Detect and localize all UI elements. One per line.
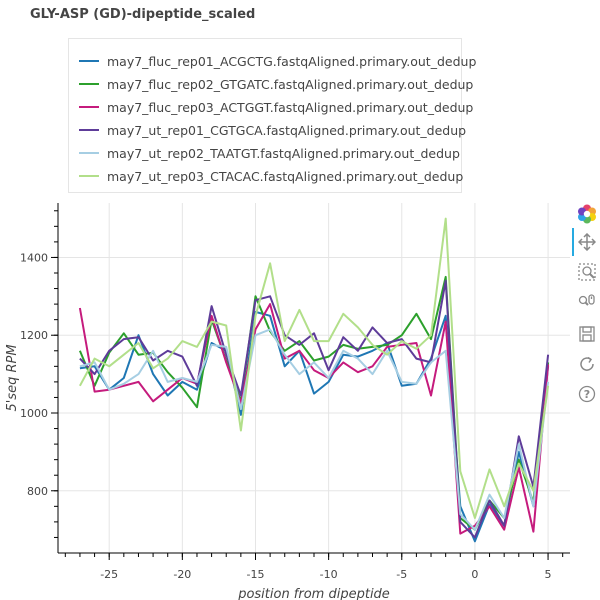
save-icon[interactable] xyxy=(577,324,597,344)
box-zoom-icon[interactable] xyxy=(577,262,597,282)
legend-swatch xyxy=(79,129,99,131)
wheel-zoom-icon[interactable] xyxy=(577,292,597,312)
legend-item[interactable]: may7_ut_rep03_CTACAC.fastqAligned.primar… xyxy=(79,166,463,186)
legend-label: may7_ut_rep02_TAATGT.fastqAligned.primar… xyxy=(107,145,460,161)
series-line-5 xyxy=(79,328,550,531)
legend-item[interactable]: may7_ut_rep01_CGTGCA.fastqAligned.primar… xyxy=(79,120,466,140)
legend-item[interactable]: may7_fluc_rep03_ACTGGT.fastqAligned.prim… xyxy=(79,97,473,117)
legend-swatch xyxy=(79,83,99,85)
y-tick-label: 800 xyxy=(27,485,48,498)
svg-text:?: ? xyxy=(584,388,590,401)
series-line-3 xyxy=(78,303,550,535)
help-icon[interactable]: ? xyxy=(577,384,597,404)
chart-legend: may7_fluc_rep01_ACGCTG.fastqAligned.prim… xyxy=(68,38,476,193)
x-tick-label: 0 xyxy=(471,568,478,581)
pan-icon[interactable] xyxy=(577,232,597,252)
bokeh-logo-icon[interactable] xyxy=(577,204,597,224)
chart-title: GLY-ASP (GD)-dipeptide_scaled xyxy=(30,7,256,22)
y-tick-label: 1400 xyxy=(20,251,48,264)
legend-label: may7_ut_rep03_CTACAC.fastqAligned.primar… xyxy=(107,168,464,184)
series-line-4 xyxy=(79,279,550,539)
y-tick-label: 1000 xyxy=(20,407,48,420)
legend-item[interactable]: may7_fluc_rep02_GTGATC.fastqAligned.prim… xyxy=(79,74,473,94)
plot-frame xyxy=(58,203,570,553)
plot-toolbar: ? xyxy=(572,200,600,410)
x-tick-label: -20 xyxy=(173,568,191,581)
x-tick-label: -25 xyxy=(100,568,118,581)
legend-swatch xyxy=(79,152,99,154)
x-axis-label: position from dipeptide xyxy=(237,587,390,600)
legend-swatch xyxy=(79,60,99,62)
y-tick-label: 1200 xyxy=(20,329,48,342)
legend-label: may7_fluc_rep01_ACGCTG.fastqAligned.prim… xyxy=(107,53,477,69)
reset-icon[interactable] xyxy=(577,354,597,374)
legend-item[interactable]: may7_fluc_rep01_ACGCTG.fastqAligned.prim… xyxy=(79,51,476,71)
legend-swatch xyxy=(79,175,99,177)
legend-swatch xyxy=(79,106,99,108)
x-tick-label: 5 xyxy=(545,568,552,581)
active-tool-indicator xyxy=(572,228,574,256)
series-line-1 xyxy=(79,310,550,543)
x-tick-label: -5 xyxy=(396,568,407,581)
legend-item[interactable]: may7_ut_rep02_TAATGT.fastqAligned.primar… xyxy=(79,143,460,163)
x-tick-label: -15 xyxy=(247,568,265,581)
legend-label: may7_fluc_rep02_GTGATC.fastqAligned.prim… xyxy=(107,76,474,92)
x-tick-label: -10 xyxy=(320,568,338,581)
legend-label: may7_fluc_rep03_ACTGGT.fastqAligned.prim… xyxy=(107,99,474,115)
y-axis-label: 5'seq RPM xyxy=(5,344,20,411)
legend-label: may7_ut_rep01_CGTGCA.fastqAligned.primar… xyxy=(107,122,467,138)
series-line-6 xyxy=(79,217,550,519)
